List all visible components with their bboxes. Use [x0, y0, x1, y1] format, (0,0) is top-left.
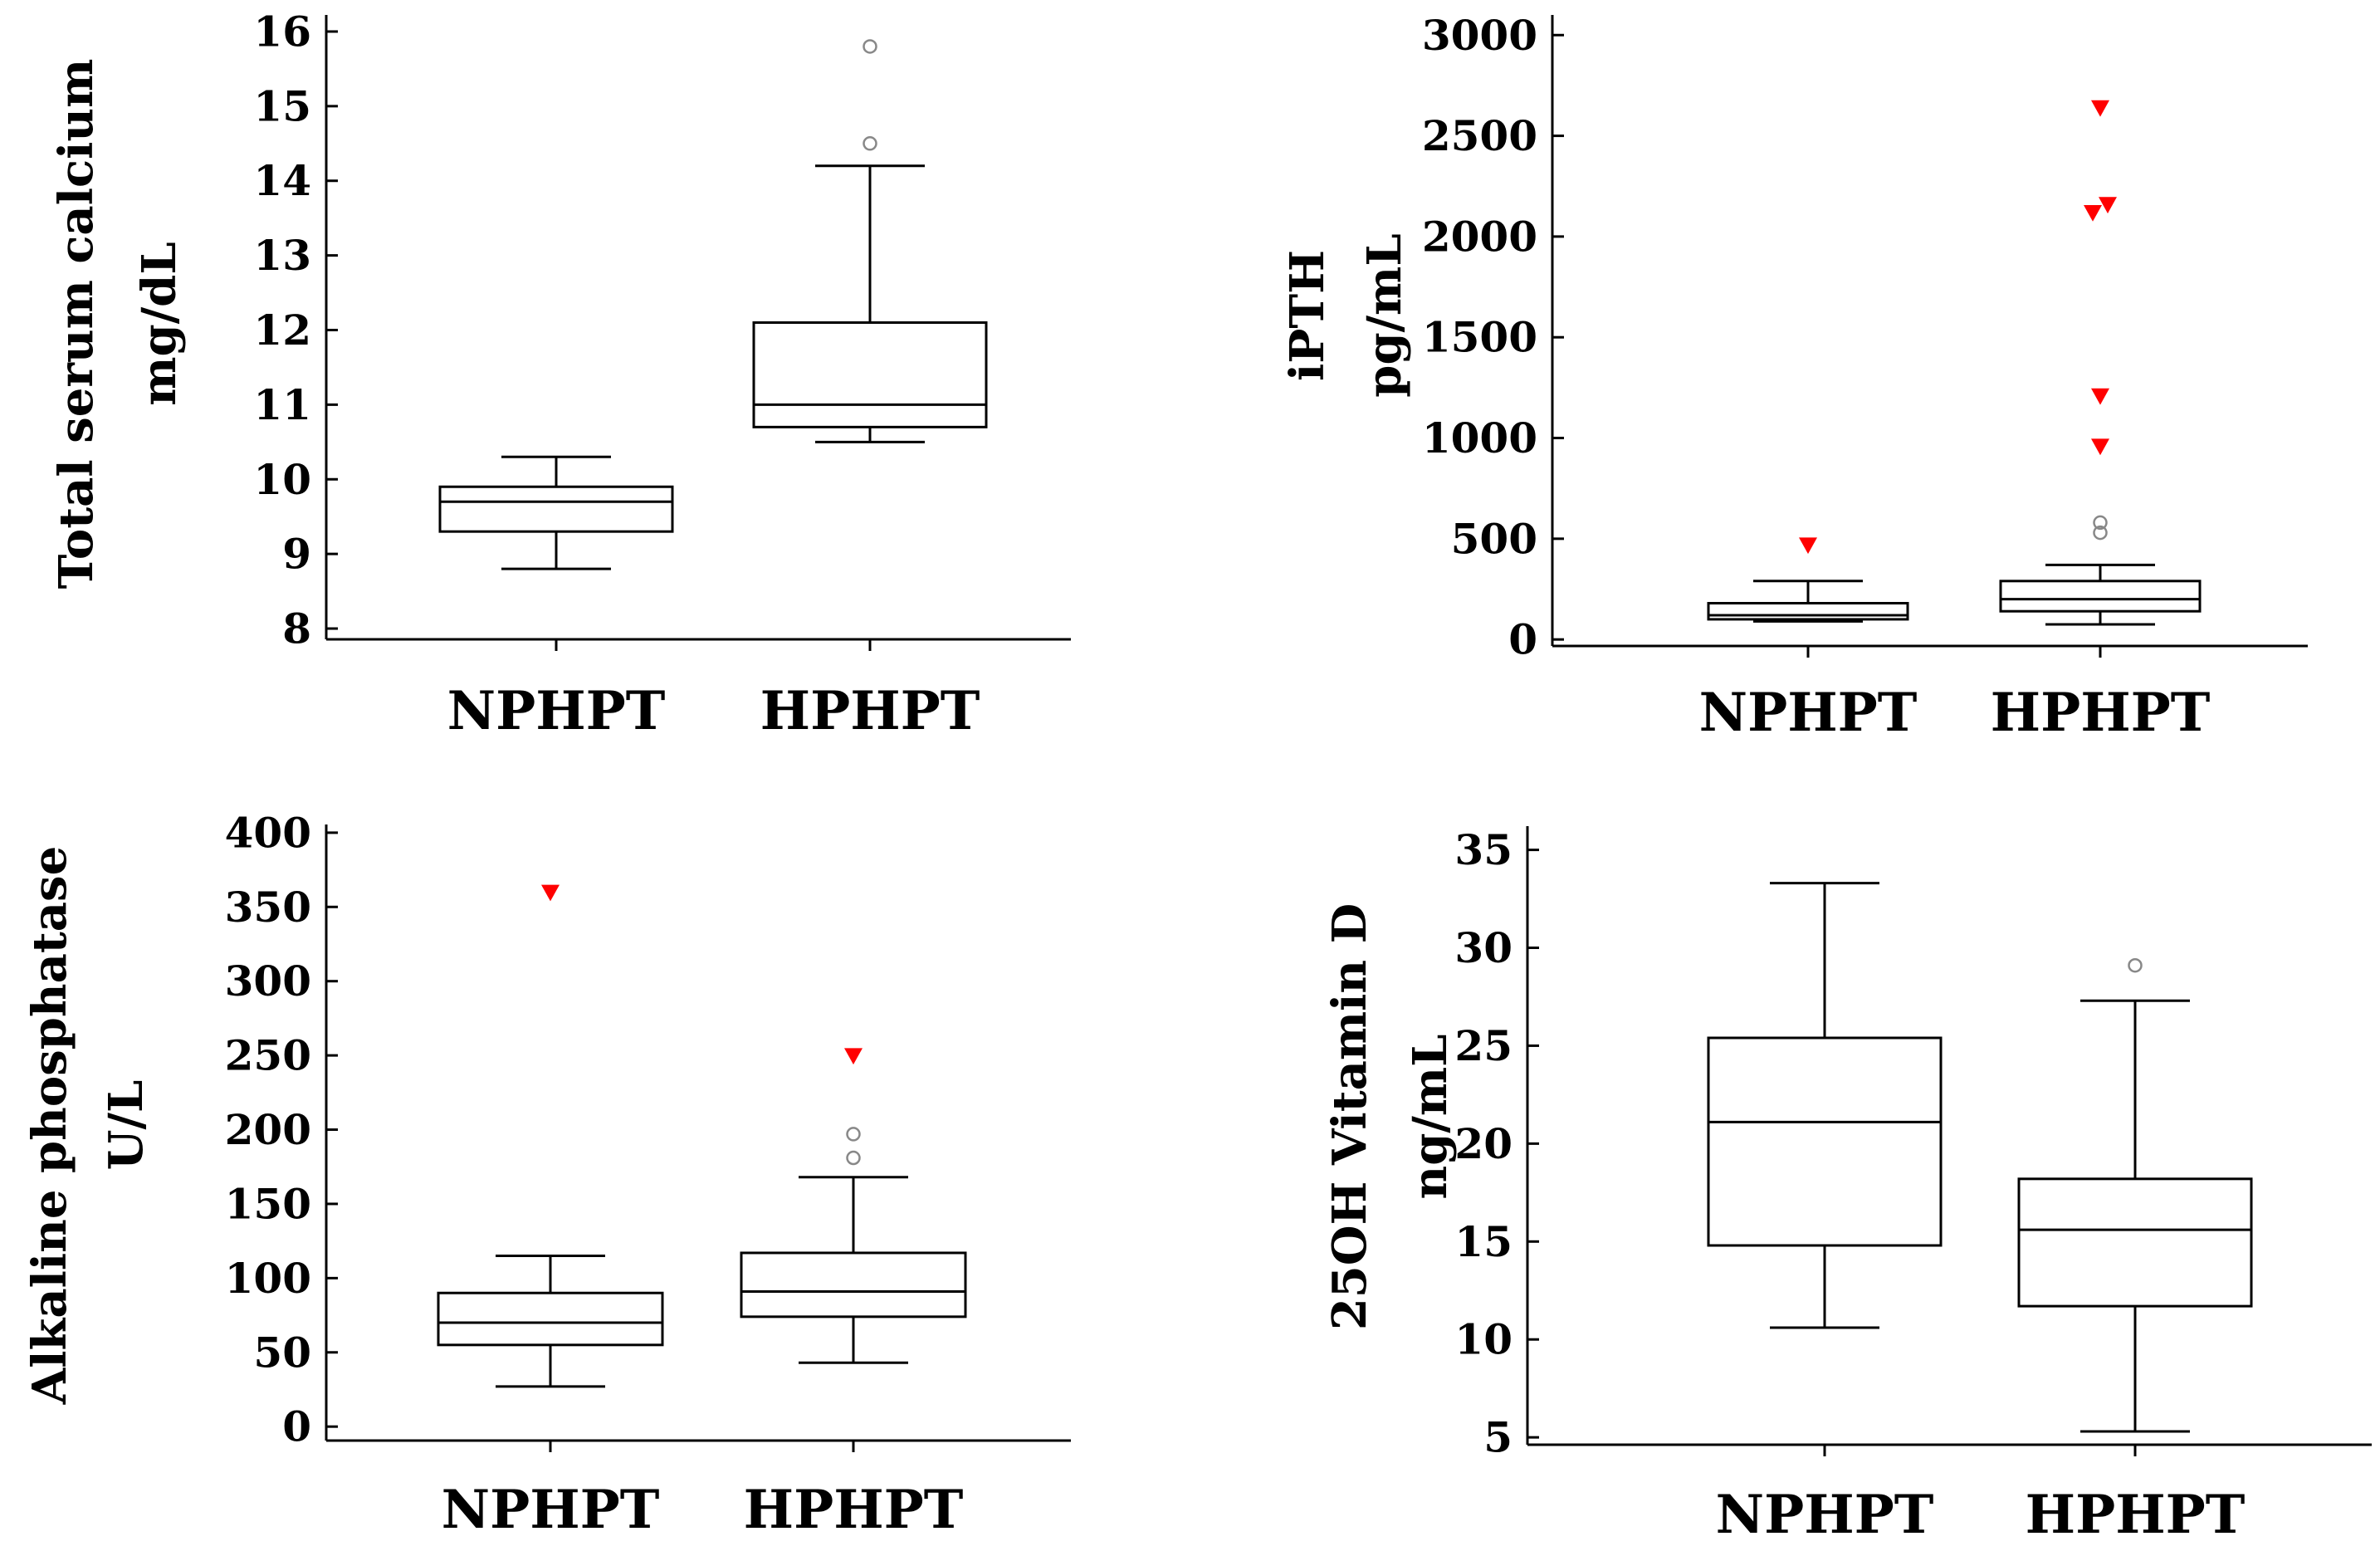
y-tick-label: 25 [1454, 1021, 1513, 1070]
ipth-panel: 0 500 1000 1500 2000 2500 3000 NPHPT HPHPT iPTH pg… [1280, 11, 2308, 744]
x-category-label: NPHPT [1716, 1484, 1934, 1546]
iqr-box [438, 485, 674, 533]
iqr-box [740, 1251, 967, 1319]
y-tick-label: 0 [282, 1402, 311, 1451]
far-outlier-marker [1799, 537, 1817, 555]
far-outlier-marker [2091, 388, 2109, 405]
y-axis-title: 25OH Vitamin D [1322, 903, 1377, 1330]
y-axis-title: Total serum calcium [49, 59, 104, 590]
y-tick-label: 35 [1454, 825, 1513, 874]
y-tick-label: 100 [225, 1254, 311, 1303]
y-tick-label: 1000 [1422, 413, 1537, 462]
far-outlier-marker [2091, 100, 2109, 117]
y-tick-label: 250 [225, 1031, 311, 1080]
y-axis-unit: pg/mL [1357, 233, 1412, 397]
outlier-marker [863, 136, 877, 151]
y-tick-label: 13 [253, 231, 311, 280]
box-nphpt [438, 455, 674, 570]
box-hphpt [1999, 563, 2202, 626]
box-nphpt [1707, 882, 1943, 1329]
far-outlier-marker [844, 1048, 863, 1065]
far-outlier-marker [2091, 438, 2109, 456]
y-tick-label: 14 [253, 156, 311, 205]
y-tick-label: 9 [282, 530, 311, 579]
y-axis-title: iPTH [1280, 250, 1335, 381]
calcium-panel: 8 9 10 11 12 13 14 15 16 NPHPT HPHPT Total serum ca… [49, 7, 1071, 742]
y-tick-label: 15 [1454, 1217, 1513, 1266]
y-tick-label: 16 [253, 7, 311, 56]
x-category-label: NPHPT [447, 680, 666, 742]
far-outlier-marker [541, 884, 560, 902]
y-tick-label: 150 [225, 1179, 311, 1228]
box-nphpt [1707, 580, 1909, 623]
iqr-box [2017, 1177, 2253, 1308]
far-outlier-marker [2099, 197, 2117, 214]
y-axis-title: Alkaline phosphatase [22, 846, 77, 1405]
alkaline-phosphatase-panel: 0 50 100 150 200 250 300 350 400 NPHPT HPHPT Alkali… [22, 808, 1071, 1541]
outlier-marker [2128, 957, 2143, 973]
outlier-marker [863, 39, 877, 54]
y-axis-unit: ng/mL [1403, 1035, 1458, 1200]
y-tick-label: 8 [282, 604, 311, 653]
y-tick-label: 3000 [1422, 11, 1537, 60]
iqr-box [1999, 580, 2202, 613]
outlier-marker [2093, 525, 2108, 541]
y-tick-label: 11 [253, 380, 311, 429]
y-tick-label: 10 [1454, 1315, 1513, 1364]
y-tick-label: 350 [225, 883, 311, 932]
box-hphpt [2017, 999, 2253, 1433]
y-tick-label: 5 [1483, 1413, 1513, 1462]
y-tick-label: 0 [1508, 615, 1537, 664]
x-category-label: HPHPT [760, 680, 980, 742]
y-tick-label: 12 [253, 306, 311, 355]
y-axis-unit: mg/dL [132, 242, 187, 405]
vitamin-d-panel: 5 10 15 20 25 30 35 NPHPT HPHPT 25OH Vitamin D ng/… [1322, 825, 2372, 1546]
x-category-label: HPHPT [2026, 1484, 2246, 1546]
iqr-box [1707, 601, 1909, 621]
y-tick-label: 400 [225, 808, 311, 857]
y-tick-label: 1500 [1422, 313, 1537, 362]
outlier-marker [846, 1127, 861, 1142]
y-tick-label: 10 [253, 455, 311, 504]
box-nphpt [437, 1255, 664, 1388]
x-category-label: HPHPT [1991, 682, 2211, 744]
x-category-label: HPHPT [744, 1479, 964, 1541]
outlier-marker [846, 1150, 861, 1166]
y-tick-label: 500 [1451, 514, 1537, 563]
y-tick-label: 30 [1454, 923, 1513, 972]
x-category-label: NPHPT [1699, 682, 1918, 744]
iqr-box [1707, 1036, 1943, 1247]
y-axis-unit: U/L [99, 1080, 154, 1171]
x-category-label: NPHPT [442, 1479, 660, 1541]
y-tick-label: 300 [225, 957, 311, 1005]
far-outlier-marker [2084, 204, 2102, 222]
outlier-marker [2093, 515, 2108, 531]
y-tick-label: 50 [253, 1328, 311, 1377]
box-hphpt [752, 164, 988, 443]
y-tick-label: 20 [1454, 1119, 1513, 1168]
y-tick-label: 2000 [1422, 212, 1537, 261]
iqr-box [752, 321, 988, 428]
y-tick-label: 15 [253, 81, 311, 130]
y-tick-label: 200 [225, 1105, 311, 1154]
iqr-box [437, 1291, 664, 1347]
box-hphpt [740, 1176, 967, 1364]
y-tick-label: 2500 [1422, 111, 1537, 160]
